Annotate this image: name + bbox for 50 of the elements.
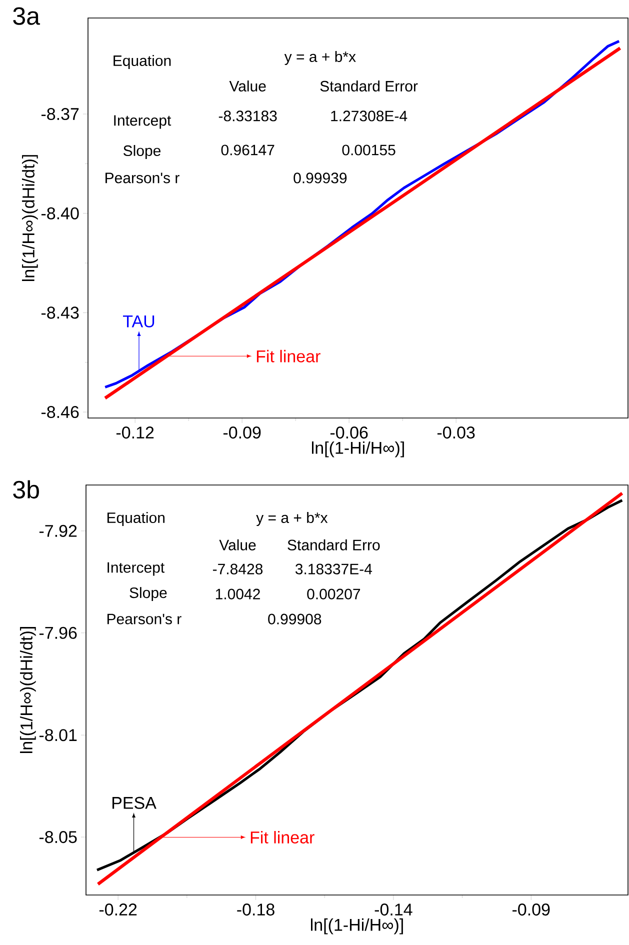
legend-label: Fit linear (250, 831, 314, 844)
annotation: Slope (123, 145, 161, 159)
y-tick-label: -8.37 (41, 108, 79, 120)
annotation: 0.96147 (221, 144, 274, 156)
x-tick-label: -0.14 (374, 904, 412, 916)
chart-title: 3a (13, 7, 40, 25)
annotation: Intercept (114, 115, 172, 129)
x-axis-title: ln[(1-Hi/H∞)] (312, 441, 404, 458)
annotation: -7.8428 (212, 564, 263, 574)
annotation: Slope (130, 587, 167, 602)
x-tick-label: -0.18 (237, 904, 274, 916)
y-tick-label: -8.43 (41, 306, 79, 319)
annotation: Pearson's r (107, 614, 182, 624)
y-axis-title: ln[(1/H∞)(dHi/dt)] (22, 155, 38, 282)
x-tick-label: -0.06 (330, 426, 368, 439)
x-tick-label: -0.03 (437, 426, 475, 439)
annotation: 0.00207 (307, 588, 360, 600)
annotation: Equation (107, 512, 164, 526)
series-label: PESA (112, 796, 156, 809)
annotation: 1.27308E-4 (331, 110, 408, 122)
y-tick-label: -7.96 (39, 626, 77, 639)
x-tick-label: -0.09 (223, 426, 261, 439)
x-tick-label: -0.12 (116, 426, 154, 439)
x-tick-label: -0.22 (99, 904, 137, 916)
annotation: 1.0042 (216, 588, 260, 600)
annotation: y = a + b*x (256, 512, 328, 526)
annotation: Pearson's r (106, 172, 180, 184)
chart-title: 3b (13, 480, 39, 499)
annotation: 3.18337E-4 (295, 564, 372, 574)
annotation: Intercept (108, 562, 165, 576)
annotation: 0.99939 (294, 172, 347, 184)
x-axis-title: ln[(1-Hi/H∞)] (310, 918, 403, 934)
y-tick-label: -8.46 (41, 406, 79, 418)
x-tick-label: -0.09 (512, 904, 550, 916)
annotation: y = a + b*x (284, 51, 356, 65)
annotation: 0.00155 (342, 144, 396, 156)
legend-label: Fit linear (256, 350, 320, 362)
y-tick-label: -8.40 (41, 207, 79, 220)
y-axis-title: ln[(1/H∞)(dHi/dt)] (20, 627, 36, 753)
annotation: Standard Erro (288, 539, 380, 550)
y-tick-label: -7.92 (39, 524, 77, 537)
annotation: Equation (114, 55, 171, 69)
annotation: 0.99908 (268, 614, 322, 624)
annotation: Standard Error (320, 80, 418, 92)
annotation: Value (219, 539, 256, 550)
y-tick-label: -8.05 (39, 831, 77, 844)
series-label: TAU (123, 315, 154, 328)
annotation: Value (229, 80, 266, 92)
annotation: -8.33183 (218, 110, 277, 122)
y-tick-label: -8.01 (39, 729, 77, 742)
